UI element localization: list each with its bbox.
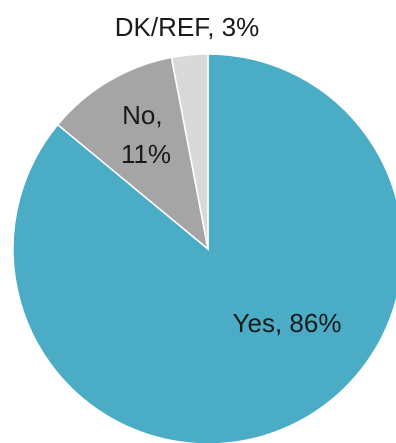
slice-label-dk-ref: DK/REF, 3% bbox=[115, 12, 260, 42]
pie-slice-no bbox=[56, 56, 210, 251]
slice-label-no-line2: 11% bbox=[121, 139, 171, 169]
slice-label-no: No, 11% bbox=[121, 100, 171, 169]
slice-label-yes: Yes, 86% bbox=[233, 308, 342, 338]
pie-slice-yes bbox=[12, 53, 396, 443]
pie-slices bbox=[12, 53, 396, 443]
slice-label-no-line1: No, bbox=[122, 100, 162, 130]
pie-slice-dk-ref bbox=[170, 53, 209, 250]
